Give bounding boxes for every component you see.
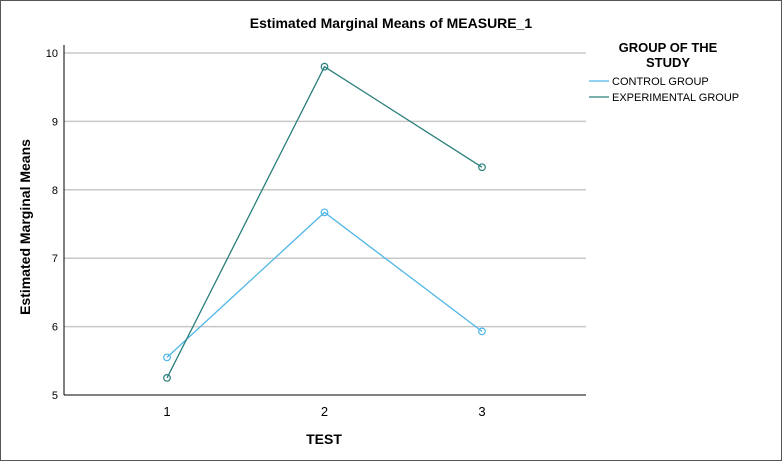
- y-tick-label: 10: [46, 48, 58, 60]
- data-point: [163, 374, 171, 382]
- x-axis-ticks: 1 2 3: [163, 404, 485, 419]
- legend-title-line1: GROUP OF THE: [619, 40, 718, 55]
- y-tick-label: 5: [52, 390, 58, 402]
- y-axis-title: Estimated Marginal Means: [17, 139, 33, 315]
- series-line: [166, 65, 483, 379]
- data-point: [320, 208, 329, 217]
- y-tick-label: 6: [52, 322, 58, 334]
- data-point: [320, 62, 329, 71]
- y-tick-label: 7: [52, 253, 58, 265]
- x-tick-label: 2: [321, 404, 328, 419]
- legend-items: CONTROL GROUP EXPERIMENTAL GROUP: [589, 76, 739, 104]
- x-axis-title: TEST: [306, 431, 342, 447]
- legend: GROUP OF THE STUDY CONTROL GROUP EXPERIME…: [589, 40, 739, 104]
- y-tick-label: 9: [52, 116, 58, 128]
- series-control-group: [163, 208, 486, 362]
- y-tick-label: 8: [52, 185, 58, 197]
- gridlines: [64, 52, 586, 328]
- legend-title-line2: STUDY: [646, 55, 690, 70]
- legend-label: EXPERIMENTAL GROUP: [612, 92, 739, 104]
- series-layer: [163, 62, 486, 382]
- chart-title: Estimated Marginal Means of MEASURE_1: [250, 15, 533, 31]
- x-tick-label: 3: [478, 404, 485, 419]
- x-tick-label: 1: [163, 404, 170, 419]
- series-line: [166, 211, 483, 358]
- y-axis-ticks: 5 6 7 8 9 10: [46, 48, 58, 402]
- data-point: [163, 353, 171, 362]
- series-experimental-group: [163, 62, 486, 382]
- legend-label: CONTROL GROUP: [612, 76, 709, 88]
- data-point: [478, 327, 486, 336]
- data-point: [478, 163, 486, 172]
